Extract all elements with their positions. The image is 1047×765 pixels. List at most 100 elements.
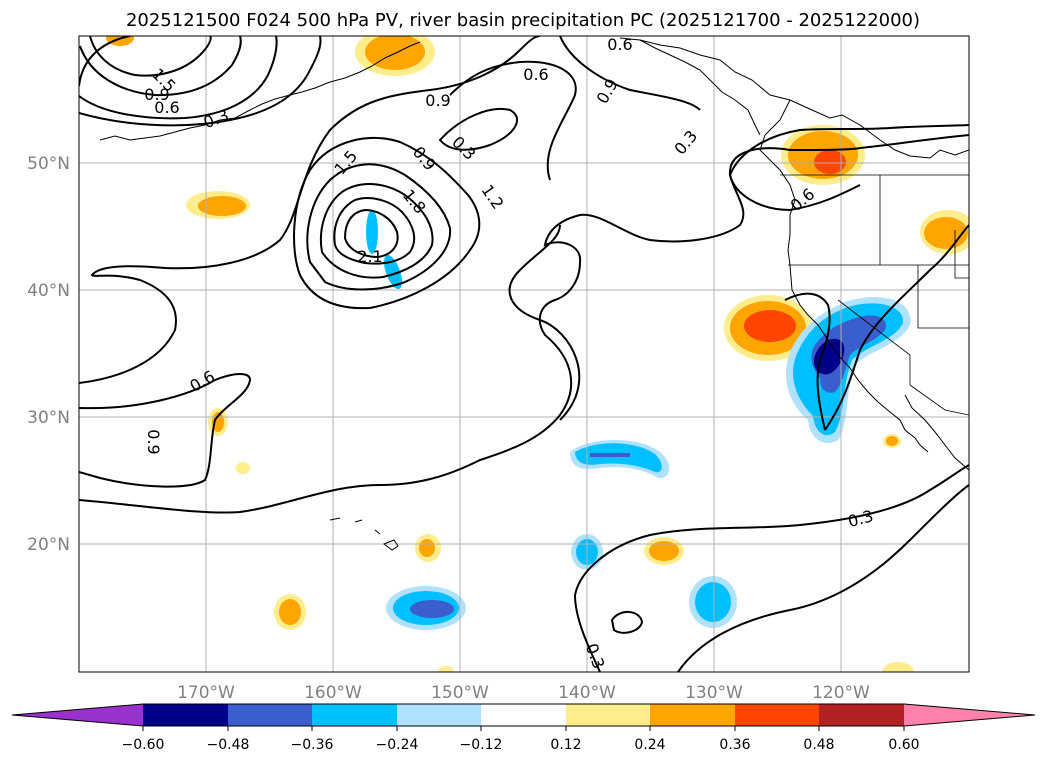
- gulf-of-california-coast: [904, 394, 969, 471]
- colorbar-tick-labels: −0.60 −0.48 −0.36 −0.24 −0.12 0.12 0.24 …: [122, 737, 920, 753]
- figure-title: 2025121500 F024 500 hPa PV, river basin …: [126, 10, 920, 31]
- precip-positive-area: [744, 310, 796, 342]
- pv-contour: [319, 183, 434, 279]
- colorbar-upper-extension: [904, 704, 1035, 726]
- colorbar-tick-label: −0.48: [207, 737, 250, 753]
- pv-contour: [79, 36, 131, 87]
- precip-negative-area: [695, 582, 731, 622]
- precip-positive-area: [438, 666, 454, 672]
- negative-precip-areas: [366, 210, 911, 630]
- colorbar-segment: [566, 704, 650, 726]
- map-frame: [78, 35, 970, 673]
- colorbar-tick-label: 0.60: [888, 737, 919, 753]
- us-mexico-border: [909, 384, 969, 416]
- pv-contour: [306, 163, 452, 291]
- colorbar-tick-label: 0.24: [634, 737, 665, 753]
- pv-contour: [343, 208, 399, 259]
- colorbar-segment: [481, 704, 566, 726]
- precip-positive-area: [886, 436, 898, 446]
- pv-contour: [79, 36, 541, 384]
- contour-label: 0.9: [425, 91, 450, 110]
- pv-contours: [79, 36, 969, 672]
- lat-label: 30°N: [27, 408, 70, 428]
- precip-negative-area: [575, 443, 662, 473]
- pv-contour: [89, 36, 212, 77]
- precip-positive-area: [649, 541, 679, 561]
- pv-contour: [573, 464, 969, 672]
- precip-negative-area: [590, 453, 630, 457]
- contour-label: 0.9: [144, 85, 169, 104]
- pv-contour: [293, 136, 481, 310]
- colorbar-segment: [228, 704, 312, 726]
- pv-contour: [79, 134, 969, 514]
- pv-contour: [79, 373, 252, 488]
- alaska-panhandle-coast: [639, 39, 761, 136]
- pv-contour: [79, 36, 278, 120]
- baja-coast: [889, 411, 929, 453]
- colorbar-ticks: [142, 726, 905, 731]
- precip-positive-area: [279, 599, 301, 625]
- hawaiian-islands: [329, 517, 399, 551]
- colorbar-tick-label: −0.60: [122, 737, 165, 753]
- colorbar: −0.60 −0.48 −0.36 −0.24 −0.12 0.12 0.24 …: [11, 703, 1036, 753]
- contour-label: 2.1: [357, 247, 382, 266]
- precip-negative-area: [410, 600, 454, 618]
- colorbar-tick-label: −0.36: [291, 737, 334, 753]
- precip-positive-area: [419, 539, 435, 557]
- north-america-coast: [619, 37, 969, 159]
- precip-positive-area: [814, 150, 846, 174]
- graticule: [79, 36, 969, 672]
- colorbar-tick-label: 0.12: [550, 737, 581, 753]
- pv-contour: [508, 224, 581, 421]
- pv-contour: [333, 197, 416, 265]
- colorbar-tick-label: 0.36: [719, 737, 750, 753]
- colorbar-tick-label: 0.48: [803, 737, 834, 753]
- political-borders: [780, 174, 969, 416]
- colorbar-lower-extension: [12, 704, 143, 726]
- pv-contour: [79, 36, 322, 127]
- pv-contour: [784, 292, 831, 431]
- colorbar-tick-label: −0.24: [376, 737, 419, 753]
- lon-label: 140°W: [558, 683, 616, 703]
- precip-positive-area: [106, 36, 134, 46]
- contour-label: 0.6: [154, 98, 179, 117]
- colorbar-segment: [312, 704, 397, 726]
- lon-label: 160°W: [304, 683, 362, 703]
- aleutian-chain: [99, 41, 421, 141]
- pv-contour: [729, 174, 861, 212]
- precip-negative-area: [813, 338, 845, 375]
- lon-label: 150°W: [431, 683, 489, 703]
- pv-contour: [824, 224, 969, 431]
- pv-contour: [677, 484, 969, 672]
- pv-contour: [438, 108, 518, 151]
- lat-label: 50°N: [27, 154, 70, 174]
- pv-contour: [79, 36, 242, 97]
- lon-label: 130°W: [685, 683, 743, 703]
- precip-negative-area: [366, 210, 378, 254]
- colorbar-segment: [819, 704, 904, 726]
- longitude-labels: 170°W 160°W 150°W 140°W 130°W 120°W: [177, 683, 870, 703]
- pv-contour: [610, 611, 644, 634]
- colorbar-segment: [650, 704, 735, 726]
- border-segment: [954, 230, 969, 279]
- pv-contour: [449, 60, 577, 181]
- lon-label: 120°W: [812, 683, 870, 703]
- contour-label: 0.6: [607, 35, 632, 54]
- pv-contour: [729, 124, 969, 176]
- lon-label: 170°W: [177, 683, 235, 703]
- border-segment: [917, 265, 969, 329]
- precip-positive-area: [198, 196, 246, 216]
- latitude-labels: 50°N 40°N 30°N 20°N: [27, 154, 70, 555]
- colorbar-tick-label: −0.12: [460, 737, 503, 753]
- contour-label: 0.9: [144, 429, 163, 454]
- contour-label: 0.6: [523, 65, 548, 84]
- border-segment: [837, 299, 911, 385]
- colorbar-segment: [397, 704, 481, 726]
- map-panel: 1.5 0.9 0.6 0.3 0.9 0.6 0.9 0.6 0.3 1.5 …: [78, 35, 970, 673]
- lat-label: 40°N: [27, 281, 70, 301]
- lat-label: 20°N: [27, 535, 70, 555]
- colorbar-segment: [143, 704, 228, 726]
- precip-positive-area: [236, 462, 250, 474]
- pv-contour: [559, 36, 701, 111]
